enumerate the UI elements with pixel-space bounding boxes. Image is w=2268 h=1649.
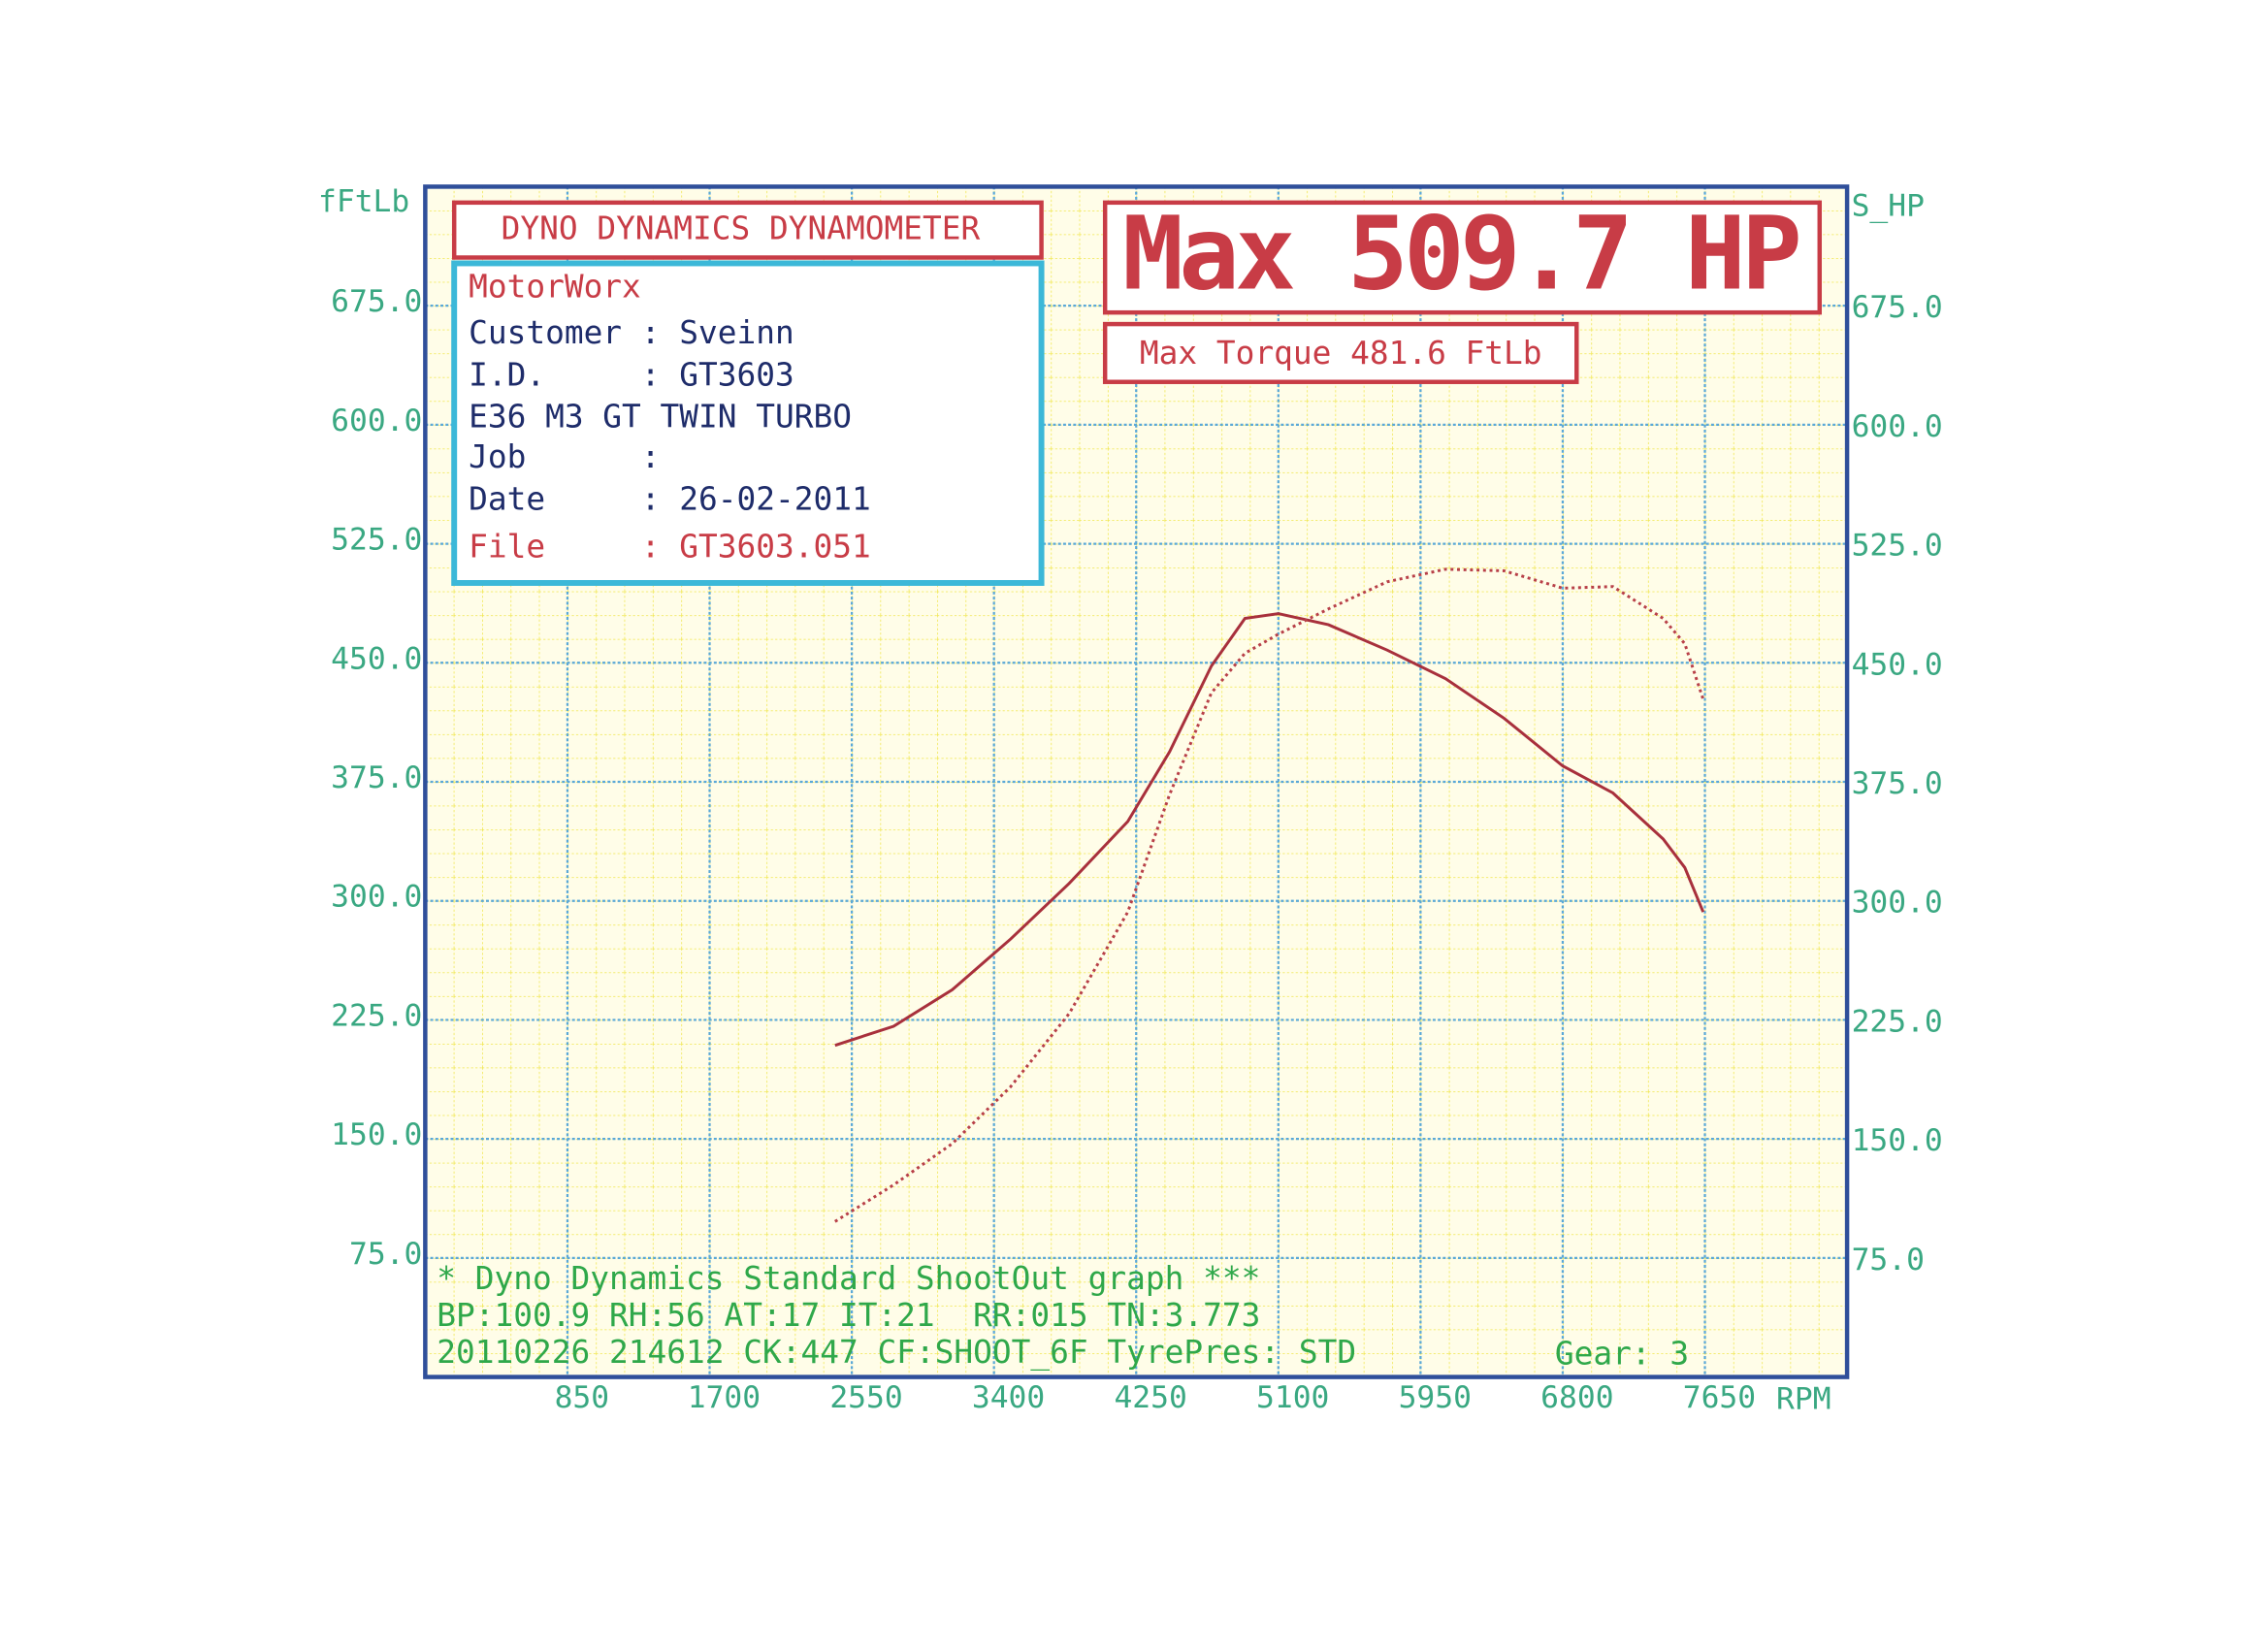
y2-tick-label: 225.0 bbox=[1852, 1004, 1943, 1039]
y2-tick-label: 600.0 bbox=[1852, 409, 1943, 444]
x-tick-label: 5100 bbox=[1256, 1380, 1329, 1415]
info-line: Customer : Sveinn bbox=[469, 314, 794, 351]
y-tick-label: 300.0 bbox=[331, 880, 422, 915]
x-tick-label: 850 bbox=[555, 1380, 610, 1415]
y-tick-label: 375.0 bbox=[331, 760, 422, 795]
y-tick-label: 75.0 bbox=[349, 1237, 422, 1272]
info-line: File : GT3603.051 bbox=[469, 529, 871, 566]
y-tick-label: 525.0 bbox=[331, 523, 422, 558]
y-tick-label: 450.0 bbox=[331, 641, 422, 676]
x-axis-label: RPM bbox=[1776, 1381, 1831, 1416]
max-power-box bbox=[1102, 200, 1823, 315]
max-power: Max 509.7 HP bbox=[1122, 194, 1802, 312]
x-tick-label: 3400 bbox=[972, 1380, 1045, 1415]
info-line: Date : 26-02-2011 bbox=[469, 480, 871, 517]
x-tick-label: 4250 bbox=[1114, 1380, 1186, 1415]
max-torque-box bbox=[1102, 321, 1579, 384]
y2-tick-label: 675.0 bbox=[1852, 290, 1943, 325]
y2-tick-label: 300.0 bbox=[1852, 886, 1943, 921]
y-tick-label: 600.0 bbox=[331, 404, 422, 438]
x-tick-label: 5950 bbox=[1399, 1380, 1472, 1415]
info-box bbox=[451, 260, 1045, 586]
series-line bbox=[834, 567, 1705, 1223]
y2-tick-label: 75.0 bbox=[1852, 1243, 1925, 1277]
info-line: I.D. : GT3603 bbox=[469, 356, 794, 393]
footer-line: 20110226 214612 CK:447 CF:SHOOT_6F TyreP… bbox=[437, 1334, 1356, 1372]
x-tick-label: 6800 bbox=[1540, 1380, 1613, 1415]
footer-line: * Dyno Dynamics Standard ShootOut graph … bbox=[437, 1260, 1260, 1297]
y2-tick-label: 150.0 bbox=[1852, 1123, 1943, 1158]
info-line: E36 M3 GT TWIN TURBO bbox=[469, 399, 852, 436]
series-line bbox=[834, 612, 1705, 1048]
x-tick-label: 2550 bbox=[829, 1380, 902, 1415]
gear: Gear: 3 bbox=[1555, 1336, 1689, 1373]
info-line: Job : bbox=[469, 438, 660, 475]
y-axis-label: fFtLb bbox=[318, 184, 409, 219]
y2-tick-label: 525.0 bbox=[1852, 529, 1943, 564]
x-tick-label: 1700 bbox=[688, 1380, 761, 1415]
title: DYNO DYNAMICS DYNAMOMETER bbox=[502, 210, 981, 247]
y2-axis-label: S_HP bbox=[1852, 188, 1925, 223]
y2-tick-label: 375.0 bbox=[1852, 766, 1943, 801]
x-tick-label: 7650 bbox=[1683, 1380, 1756, 1415]
max-torque: Max Torque 481.6 FtLb bbox=[1140, 335, 1542, 372]
info-line: MotorWorx bbox=[469, 268, 641, 305]
plot-frame bbox=[423, 184, 1850, 1379]
footer-line: BP:100.9 RH:56 AT:17 IT:21 RR:015 TN:3.7… bbox=[437, 1297, 1260, 1334]
y2-tick-label: 450.0 bbox=[1852, 647, 1943, 682]
title-box bbox=[451, 200, 1044, 260]
y-tick-label: 675.0 bbox=[331, 284, 422, 319]
y-tick-label: 150.0 bbox=[331, 1117, 422, 1152]
y-tick-label: 225.0 bbox=[331, 998, 422, 1033]
